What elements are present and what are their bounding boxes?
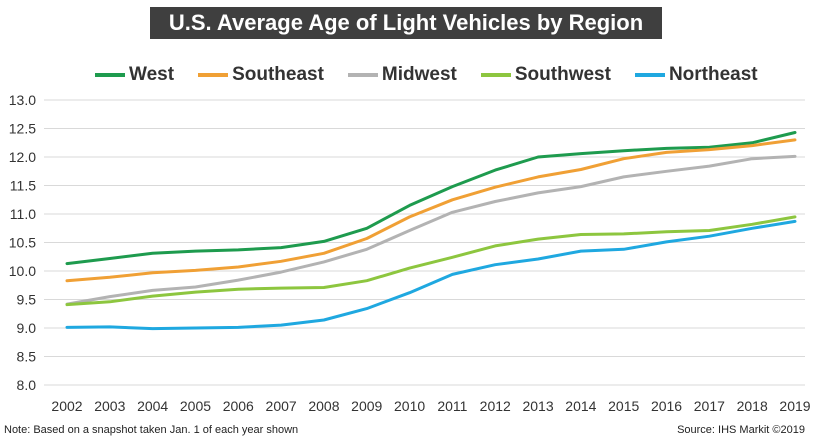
y-tick-label: 11.0 [10,206,36,222]
y-tick-label: 12.0 [9,149,36,165]
legend-item-southeast: Southeast [198,64,324,86]
legend-label: Southeast [232,64,324,85]
x-tick-label: 2017 [694,398,725,414]
legend-label: Northeast [668,64,758,85]
x-tick-label: 2019 [779,398,810,414]
x-tick-label: 2008 [308,398,339,414]
legend-swatch [198,73,229,77]
x-tick-label: 2005 [180,398,211,414]
x-tick-label: 2010 [394,398,425,414]
chart-legend: West Southeast Midwest Southwest Northeast [95,64,782,86]
legend-swatch [95,73,125,77]
y-tick-label: 8.0 [17,377,37,393]
y-tick-label: 10.0 [9,263,36,279]
y-tick-label: 9.0 [17,320,37,336]
legend-swatch [347,73,378,77]
legend-swatch [480,73,511,77]
x-tick-label: 2015 [608,398,639,414]
series-line-northeast [65,219,797,331]
series-line-southwest [65,215,797,307]
legend-item-northeast: Northeast [634,64,758,86]
x-tick-label: 2011 [437,398,467,414]
series-line-southeast [65,138,797,283]
x-tick-label: 2014 [565,398,596,414]
legend-item-west: West [95,64,174,86]
chart-source: Source: IHS Markit ©2019 [677,424,805,436]
x-tick-label: 2009 [351,398,382,414]
legend-label: Midwest [381,64,457,85]
x-tick-label: 2013 [522,398,553,414]
series-line-midwest [65,154,797,306]
y-tick-label: 12.5 [9,121,36,137]
y-tick-label: 11.5 [10,178,36,194]
x-tick-label: 2003 [94,398,125,414]
x-tick-label: 2012 [480,398,511,414]
y-tick-label: 9.5 [17,292,37,308]
y-tick-label: 8.5 [17,349,37,365]
legend-item-southwest: Southwest [480,64,611,86]
x-tick-label: 2016 [651,398,682,414]
legend-label: Southwest [514,64,611,85]
chart-title: U.S. Average Age of Light Vehicles by Re… [150,7,662,39]
x-tick-label: 2006 [223,398,254,414]
legend-item-midwest: Midwest [347,64,457,86]
y-tick-label: 13.0 [9,92,36,108]
x-tick-label: 2004 [137,398,168,414]
x-tick-label: 2007 [266,398,297,414]
legend-swatch [634,73,665,77]
legend-label: West [129,64,175,85]
chart-note: Note: Based on a snapshot taken Jan. 1 o… [4,424,299,436]
x-tick-label: 2018 [737,398,768,414]
y-tick-label: 10.5 [9,235,36,251]
x-tick-label: 2002 [51,398,82,414]
series-line-west [65,131,797,266]
